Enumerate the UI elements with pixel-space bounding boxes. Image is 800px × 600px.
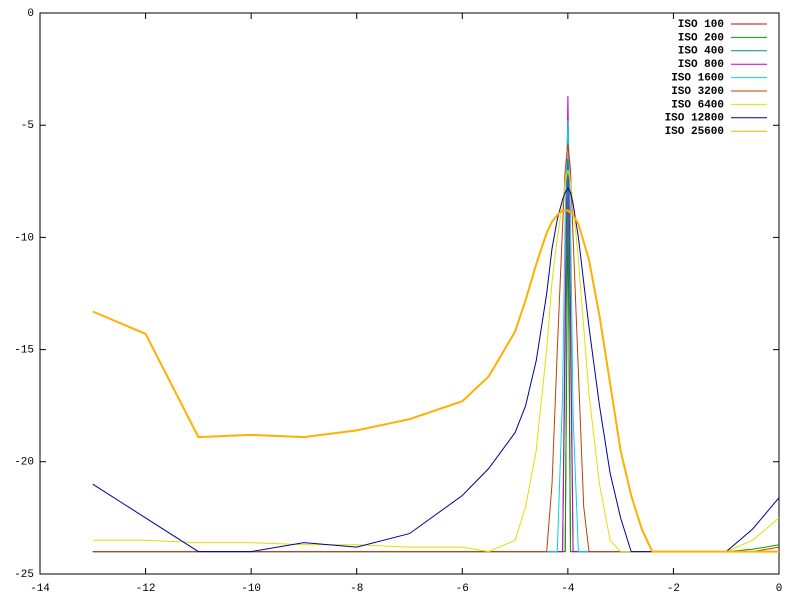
legend-label: ISO 1600 — [671, 73, 724, 85]
legend-label: ISO 200 — [678, 32, 724, 44]
x-tick-label: -2 — [667, 583, 680, 595]
legend-label: ISO 400 — [678, 46, 724, 58]
x-tick-label: -4 — [561, 583, 575, 595]
legend-label: ISO 6400 — [671, 99, 724, 111]
y-tick-label: -15 — [14, 345, 34, 357]
x-tick-label: 0 — [776, 583, 783, 595]
x-tick-label: -12 — [136, 583, 156, 595]
series-line — [92, 120, 779, 553]
x-tick-label: -6 — [456, 583, 469, 595]
x-tick-label: -14 — [30, 583, 50, 595]
legend-label: ISO 100 — [678, 19, 724, 31]
series-line — [92, 95, 779, 553]
legend-label: ISO 25600 — [665, 126, 724, 138]
y-tick-label: -10 — [14, 232, 34, 244]
series-line — [92, 209, 779, 553]
y-tick-label: -5 — [21, 120, 34, 132]
series-line — [92, 170, 780, 553]
y-tick-label: 0 — [27, 8, 34, 20]
series-line — [92, 203, 779, 553]
x-tick-label: -8 — [350, 583, 363, 595]
series-line — [92, 169, 780, 553]
series-line — [92, 143, 780, 553]
series-line — [92, 158, 779, 553]
y-tick-label: -25 — [14, 569, 34, 581]
y-tick-label: -20 — [14, 457, 34, 469]
legend-label: ISO 3200 — [671, 86, 724, 98]
series-line — [92, 187, 780, 553]
legend-label: ISO 800 — [678, 59, 724, 71]
x-tick-label: -10 — [241, 583, 261, 595]
plot-frame — [39, 12, 780, 575]
legend-label: ISO 12800 — [665, 113, 724, 125]
